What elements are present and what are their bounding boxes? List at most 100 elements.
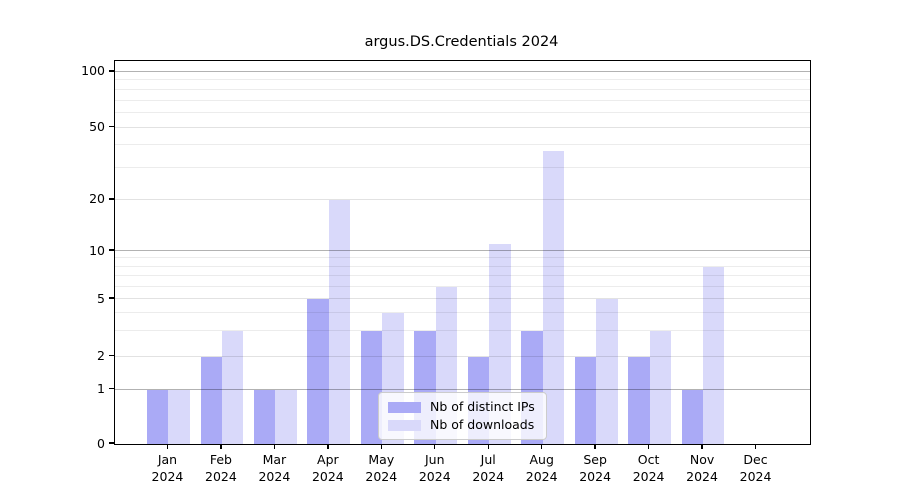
chart-title: argus.DS.Credentials 2024 [364, 34, 559, 50]
y-gridline-7 [115, 274, 810, 276]
x-tick-label-year: 2024 [151, 469, 184, 484]
x-tick-may [380, 444, 382, 450]
y-gridline-20 [115, 198, 810, 200]
y-gridline-30 [115, 166, 810, 168]
y-gridline-70 [115, 99, 810, 101]
y-gridline-100 [115, 71, 810, 72]
y-tick-label-5: 5 [97, 290, 105, 306]
x-tick-label-month: Jan [157, 452, 178, 467]
y-gridline-90 [115, 79, 810, 81]
x-tick-label-year: 2024 [739, 469, 772, 484]
x-tick-label-mar: Mar 2024 [242, 451, 306, 485]
bar-distinct-ips-mar [254, 389, 276, 444]
x-tick-label-year: 2024 [472, 469, 505, 484]
x-tick-label-year: 2024 [205, 469, 237, 484]
y-gridline-80 [115, 88, 810, 90]
bar-distinct-ips-may [360, 331, 383, 444]
x-tick-label-may: May 2024 [349, 451, 413, 485]
x-tick-label-month: Jun [425, 452, 445, 467]
x-tick-label-year: 2024 [579, 469, 612, 484]
x-tick-sep [594, 444, 596, 450]
y-gridline-8 [115, 265, 810, 267]
plot-area [114, 60, 811, 445]
y-gridline-10 [115, 250, 810, 252]
x-tick-jan [166, 444, 169, 450]
x-tick-label-year: 2024 [686, 469, 718, 484]
bar-downloads-sep [596, 299, 618, 444]
bar-downloads-apr [328, 199, 351, 444]
y-tick-label-100: 100 [81, 63, 105, 79]
x-tick-label-apr: Apr 2024 [296, 451, 360, 485]
y-gridline-4 [115, 312, 810, 314]
x-tick-label-year: 2024 [418, 469, 451, 484]
x-tick-label-month: Jul [480, 452, 496, 467]
x-tick-label-year: 2024 [632, 469, 665, 484]
bar-distinct-ips-jan [147, 389, 169, 444]
x-tick-jun [434, 444, 436, 450]
y-tick-label-10: 10 [89, 242, 105, 258]
x-tick-feb [220, 444, 222, 450]
legend-label-downloads: Nb of downloads [430, 417, 535, 432]
x-tick-label-jul: Jul 2024 [456, 451, 520, 485]
x-tick-label-month: Nov [689, 452, 715, 467]
x-tick-label-year: 2024 [365, 469, 398, 484]
bar-distinct-ips-apr [307, 299, 329, 444]
bar-downloads-nov [703, 266, 725, 444]
y-tick-1 [109, 388, 114, 390]
x-tick-label-sep: Sep 2024 [563, 451, 627, 485]
y-tick-50 [109, 125, 114, 128]
x-tick-label-year: 2024 [311, 469, 344, 484]
bar-distinct-ips-sep [574, 356, 597, 444]
x-tick-label-year: 2024 [258, 469, 291, 484]
y-tick-label-2: 2 [97, 348, 105, 364]
y-tick-label-50: 50 [89, 119, 105, 135]
x-tick-label-feb: Feb 2024 [189, 451, 253, 485]
x-tick-label-dec: Dec 2024 [724, 451, 788, 485]
x-tick-label-month: Oct [637, 452, 660, 467]
x-tick-dec [754, 444, 757, 450]
legend-label-distinct-ips: Nb of distinct IPs [430, 399, 535, 414]
bar-distinct-ips-feb [200, 356, 222, 444]
bar-downloads-oct [649, 331, 671, 444]
bar-downloads-feb [221, 331, 244, 444]
x-tick-label-jun: Jun 2024 [403, 451, 467, 485]
x-tick-oct [647, 444, 650, 450]
legend: Nb of distinct IPs Nb of downloads [378, 392, 547, 440]
bar-distinct-ips-nov [681, 389, 704, 444]
legend-swatch-downloads [388, 419, 421, 431]
x-tick-label-oct: Oct 2024 [617, 451, 681, 485]
x-tick-label-month: Apr [317, 452, 339, 467]
y-gridline-1 [115, 388, 810, 390]
x-tick-jul [487, 444, 489, 450]
legend-item-downloads: Nb of downloads [388, 418, 535, 432]
legend-item-distinct-ips: Nb of distinct IPs [388, 400, 535, 414]
y-tick-label-1: 1 [97, 381, 105, 397]
x-tick-label-nov: Nov 2024 [670, 451, 734, 485]
y-tick-label-0: 0 [97, 435, 105, 451]
y-gridline-3 [115, 330, 810, 332]
y-gridline-9 [115, 257, 810, 259]
y-tick-5 [109, 297, 114, 299]
x-tick-nov [701, 444, 703, 450]
bar-distinct-ips-oct [628, 356, 650, 444]
y-tick-2 [109, 355, 114, 357]
y-tick-label-20: 20 [89, 191, 105, 207]
x-tick-mar [273, 444, 276, 450]
y-gridline-40 [115, 144, 810, 146]
x-tick-label-year: 2024 [525, 469, 558, 484]
x-tick-label-month: Dec [743, 452, 768, 467]
y-tick-100 [109, 70, 114, 72]
x-tick-label-aug: Aug 2024 [510, 451, 574, 485]
y-tick-0 [109, 442, 114, 444]
x-tick-label-month: May [368, 452, 395, 467]
x-tick-label-month: Feb [209, 452, 232, 467]
y-gridline-2 [115, 355, 810, 357]
x-tick-apr [327, 444, 329, 450]
y-tick-20 [109, 198, 114, 200]
x-tick-label-jan: Jan 2024 [135, 451, 199, 485]
y-gridline-50 [115, 126, 810, 128]
y-gridline-5 [115, 298, 810, 300]
bar-downloads-aug [542, 151, 565, 444]
x-tick-label-month: Mar [262, 452, 287, 467]
